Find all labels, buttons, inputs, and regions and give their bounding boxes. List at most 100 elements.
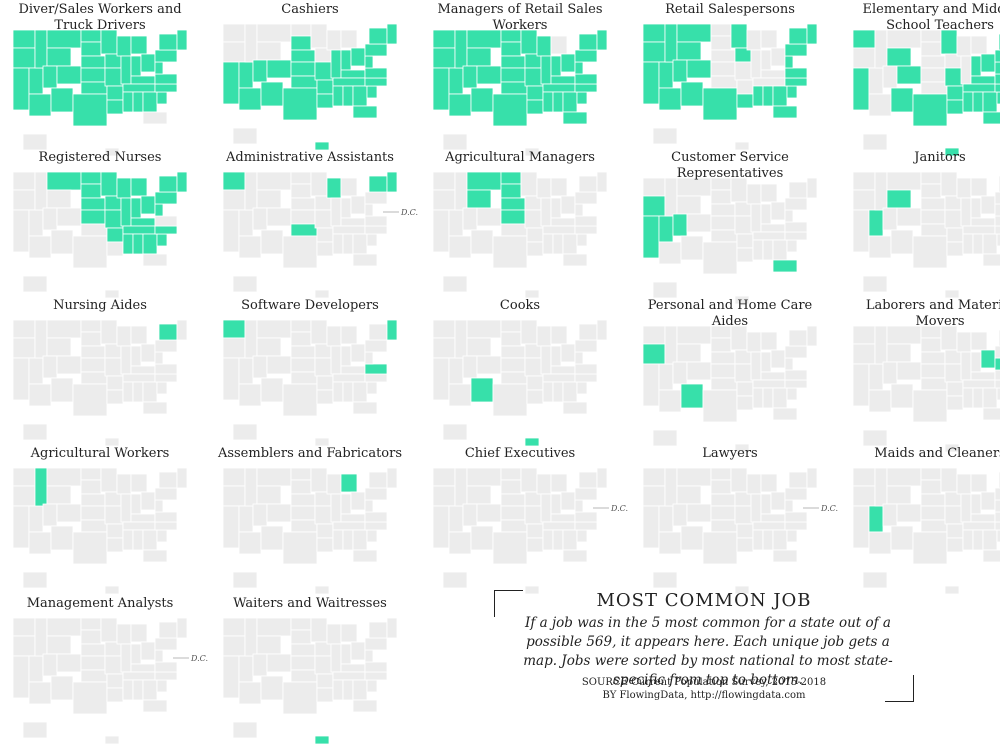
state-hi <box>944 585 960 595</box>
state-pa-highlighted <box>154 191 178 205</box>
state-tx <box>72 235 108 269</box>
state-ny <box>788 471 808 489</box>
state-la <box>106 687 124 703</box>
state-pa <box>784 345 808 359</box>
state-nc-highlighted <box>994 83 1000 93</box>
state-tx <box>72 383 108 417</box>
state-la <box>316 389 334 405</box>
state-al-highlighted <box>762 85 774 107</box>
state-wv <box>574 203 584 217</box>
state-co <box>266 355 292 375</box>
state-ca <box>12 655 30 699</box>
state-wi <box>116 325 132 347</box>
state-mo <box>944 363 964 383</box>
state-ar <box>106 673 124 689</box>
state-wi-highlighted <box>116 177 132 199</box>
state-ok-highlighted <box>290 75 318 89</box>
state-sd <box>920 479 942 495</box>
legend-box: MOST COMMON JOB If a job was in the 5 mo… <box>494 590 914 702</box>
state-ak <box>652 281 678 299</box>
state-nv-highlighted <box>658 61 674 89</box>
state-mt <box>46 617 82 637</box>
state-ar <box>736 381 754 397</box>
state-ky <box>340 663 366 673</box>
state-ak <box>232 423 258 441</box>
state-hi-highlighted <box>314 141 330 151</box>
state-az <box>868 531 892 555</box>
state-tn <box>752 77 786 87</box>
state-ne <box>710 351 736 365</box>
state-ny <box>158 471 178 489</box>
state-ga <box>352 233 368 255</box>
state-fl <box>142 253 168 267</box>
state-oh <box>980 195 996 215</box>
state-sc <box>366 679 378 693</box>
state-pa <box>784 197 808 211</box>
state-me <box>176 319 188 341</box>
state-id <box>874 325 888 365</box>
state-or <box>852 343 876 365</box>
state-ms <box>752 239 764 261</box>
map-title: Agricultural Managers <box>445 150 595 165</box>
state-in <box>760 493 772 515</box>
state-ky-highlighted <box>550 75 576 85</box>
state-nv <box>28 505 44 533</box>
state-or <box>222 485 246 507</box>
state-mi <box>550 177 568 197</box>
state-ut <box>252 355 268 379</box>
state-oh-highlighted <box>140 53 156 73</box>
state-nv <box>658 505 674 533</box>
state-mt <box>256 319 292 339</box>
state-ak <box>232 571 258 589</box>
map-panel: Customer Service Representatives <box>630 148 830 305</box>
state-va-highlighted <box>574 73 598 85</box>
state-wa <box>432 171 456 191</box>
state-al-highlighted <box>972 91 984 113</box>
state-nv <box>868 67 884 95</box>
state-mn <box>940 171 958 197</box>
state-ga <box>352 679 368 701</box>
map-title: Lawyers <box>702 446 758 461</box>
state-wi <box>746 473 762 495</box>
state-wy <box>466 485 492 505</box>
state-ks-highlighted <box>80 209 106 225</box>
state-az <box>868 235 892 259</box>
state-in <box>550 493 562 515</box>
map-title: Retail Salespersons <box>665 2 795 17</box>
state-ok <box>920 223 948 237</box>
state-wv <box>994 499 1000 513</box>
state-wv-highlighted <box>364 55 374 69</box>
state-in <box>760 203 772 225</box>
state-me-highlighted <box>386 171 398 193</box>
state-ut <box>462 355 478 379</box>
state-nv <box>28 209 44 237</box>
state-ga-highlighted <box>352 85 368 107</box>
state-il <box>120 643 132 673</box>
state-wy <box>676 195 702 215</box>
dc-label: D.C. <box>190 654 208 663</box>
state-or <box>432 337 456 359</box>
state-az <box>238 383 262 407</box>
state-sd <box>80 629 102 645</box>
state-wy <box>46 635 72 655</box>
state-wa-highlighted <box>642 23 666 43</box>
state-ky-highlighted <box>130 217 156 227</box>
state-co-highlighted <box>896 65 922 85</box>
state-mi <box>130 473 148 493</box>
state-il <box>750 203 762 233</box>
state-or <box>432 485 456 507</box>
state-wa <box>12 467 36 487</box>
state-ak <box>442 423 468 441</box>
state-nm <box>260 675 284 701</box>
source-text: Current Population Survey, 2015-2018 <box>631 677 827 688</box>
state-in <box>760 351 772 373</box>
state-az <box>448 383 472 407</box>
legend-description: If a job was in the 5 most common for a … <box>523 615 893 688</box>
state-fl <box>772 549 798 563</box>
map-panel: Waiters and Waitresses <box>210 594 410 744</box>
state-sc <box>996 387 1000 401</box>
state-al-highlighted <box>132 233 144 255</box>
state-nm-highlighted <box>680 81 704 107</box>
state-ks <box>290 357 316 373</box>
state-mi <box>550 473 568 493</box>
